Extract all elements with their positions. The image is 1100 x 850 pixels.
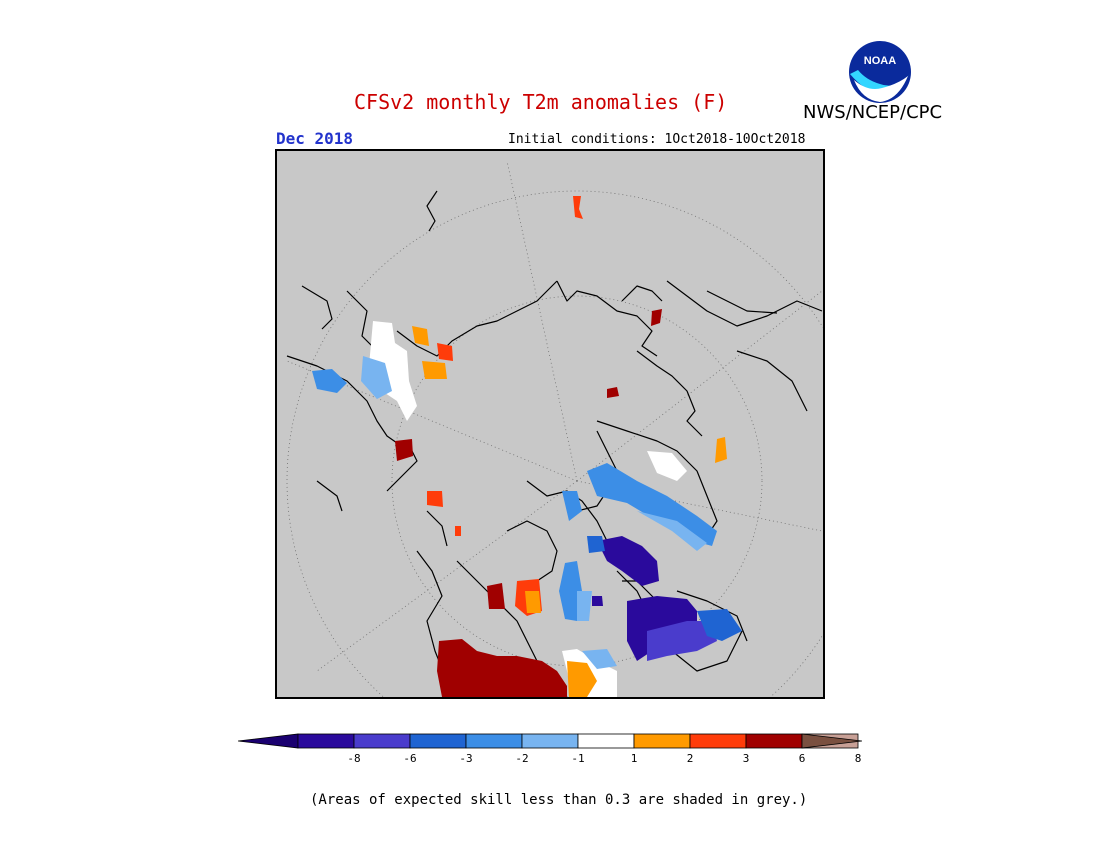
legend-tick-label: 3: [742, 752, 750, 765]
legend-tick-label: 1: [630, 752, 638, 765]
legend-tick-label: 2: [686, 752, 694, 765]
legend-swatch: [465, 733, 523, 749]
legend-tick-label: -2: [515, 752, 529, 765]
legend-swatch: [745, 733, 803, 749]
legend-swatch: [633, 733, 691, 749]
legend-swatch: [409, 733, 467, 749]
legend-tick-label: -8: [347, 752, 361, 765]
noaa-logo-text: NOAA: [864, 55, 896, 67]
legend-low-triangle: [238, 733, 299, 749]
legend-high-triangle: [801, 733, 862, 749]
month-label: Dec 2018: [276, 129, 354, 148]
coastlines: [286, 190, 823, 697]
chart-title: CFSv2 monthly T2m anomalies (F): [354, 90, 728, 114]
color-legend: [238, 733, 862, 749]
legend-tick-label: -3: [459, 752, 473, 765]
polar-map: [275, 149, 825, 699]
graticule: [286, 160, 823, 697]
agency-label: NWS/NCEP/CPC: [803, 102, 943, 123]
legend-tick-label: -6: [403, 752, 417, 765]
legend-swatch: [353, 733, 411, 749]
initial-conditions-label: Initial conditions: 1Oct2018-10Oct2018: [508, 132, 806, 147]
legend-tick-label: -1: [571, 752, 585, 765]
legend-swatch: [577, 733, 635, 749]
noaa-logo: NOAA: [849, 41, 911, 103]
legend-tick-label: 8: [854, 752, 862, 765]
legend-swatch: [689, 733, 747, 749]
legend-swatch: [521, 733, 579, 749]
footnote: (Areas of expected skill less than 0.3 a…: [310, 792, 808, 808]
anomaly-shading: [312, 196, 742, 697]
map-canvas: [286, 160, 823, 697]
legend-tick-label: 6: [798, 752, 806, 765]
legend-swatch: [297, 733, 355, 749]
